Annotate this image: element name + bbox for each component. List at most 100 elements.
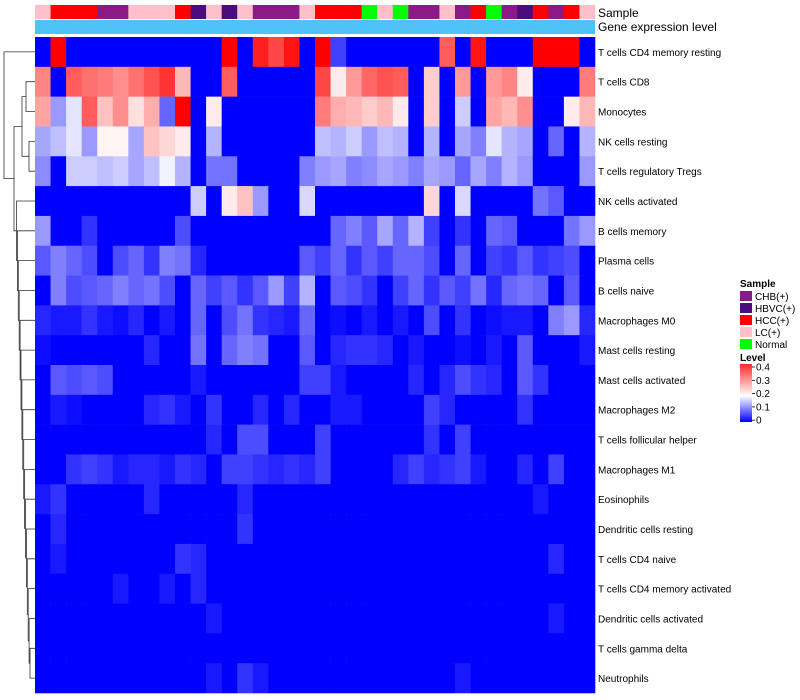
heatmap-cell <box>159 454 176 485</box>
heatmap-cell <box>35 603 51 634</box>
heatmap-cell <box>299 603 316 634</box>
row-label: B cells memory <box>598 227 666 238</box>
heatmap-cell <box>423 186 440 217</box>
heatmap-cell <box>299 215 316 247</box>
heatmap-cell <box>97 37 114 68</box>
heatmap-cell <box>143 633 160 664</box>
dendrogram-branch <box>29 647 35 679</box>
heatmap-cell <box>408 365 425 396</box>
heatmap-cell <box>455 245 471 276</box>
heatmap-cell <box>159 543 176 575</box>
heatmap-cell <box>190 543 207 575</box>
heatmap-cell <box>268 215 285 247</box>
heatmap-cell <box>66 603 82 634</box>
heatmap-cell <box>283 335 300 366</box>
heatmap-cell <box>143 573 160 604</box>
sample-annotation-cell <box>501 5 518 19</box>
heatmap-cell <box>377 245 394 276</box>
heatmap-cell <box>392 543 409 575</box>
heatmap-cell <box>377 335 394 366</box>
heatmap-cell <box>392 424 409 455</box>
heatmap-cell <box>517 514 534 545</box>
heatmap-cell <box>143 424 160 455</box>
heatmap-cell <box>97 424 114 455</box>
heatmap-cell <box>377 126 394 157</box>
heatmap-cell <box>268 335 285 366</box>
heatmap-cell <box>190 573 207 604</box>
heatmap-cell <box>252 454 269 485</box>
heatmap-cell <box>252 663 269 694</box>
heatmap-cell <box>439 365 456 396</box>
heatmap-cell <box>112 484 129 515</box>
heatmap-cell <box>532 156 549 187</box>
heatmap-cell <box>175 215 191 247</box>
heatmap-cell <box>392 245 409 276</box>
row-label: Mast cells activated <box>598 376 685 387</box>
heatmap-cell <box>221 215 238 247</box>
heatmap-cell <box>112 245 129 276</box>
heatmap-cell <box>206 573 222 604</box>
heatmap-cell <box>408 573 425 604</box>
heatmap-cell <box>517 37 534 68</box>
heatmap-cell <box>563 215 580 247</box>
heatmap-cell <box>97 543 114 575</box>
heatmap-cell <box>486 215 502 247</box>
heatmap-cell <box>35 335 51 366</box>
heatmap-cell <box>50 603 67 634</box>
heatmap-cell <box>221 305 238 336</box>
heatmap-cell <box>392 66 409 97</box>
heatmap-cell <box>128 424 145 455</box>
sample-annotation-cell <box>50 5 67 19</box>
heatmap-cell <box>175 454 191 485</box>
heatmap-cell <box>237 186 254 217</box>
heatmap-cell <box>268 603 285 634</box>
heatmap-cell <box>501 543 518 575</box>
heatmap-cell <box>268 365 285 396</box>
heatmap-cell <box>252 275 269 306</box>
heatmap-cell <box>97 603 114 634</box>
heatmap-cell <box>563 454 580 485</box>
expression-level-bar <box>35 20 595 34</box>
heatmap-cell <box>423 156 440 187</box>
heatmap-cell <box>408 275 425 306</box>
heatmap-cell <box>128 514 145 545</box>
sample-annotation-cell <box>486 5 502 19</box>
heatmap-cell <box>81 335 98 366</box>
row-label: T cells follicular helper <box>598 436 697 447</box>
heatmap-cell <box>377 543 394 575</box>
heatmap-cell <box>283 603 300 634</box>
row-label: T cells CD4 naive <box>598 555 677 566</box>
heatmap-cell <box>252 215 269 247</box>
heatmap-cell <box>50 514 67 545</box>
heatmap-cell <box>548 573 565 604</box>
heatmap-cell <box>563 543 580 575</box>
heatmap-cell <box>501 215 518 247</box>
dendrogram-branch <box>13 126 22 232</box>
dendrogram-branch <box>25 498 35 559</box>
heatmap-cell <box>377 66 394 97</box>
heatmap-cell <box>50 365 67 396</box>
heatmap-cell <box>548 96 565 127</box>
heatmap-cell <box>361 245 378 276</box>
heatmap-cell <box>252 245 269 276</box>
heatmap-cell <box>501 335 518 366</box>
heatmap-cell <box>346 126 362 157</box>
heatmap-cell <box>486 663 502 694</box>
heatmap-cell <box>237 66 254 97</box>
heatmap-cell <box>455 663 471 694</box>
heatmap-cell <box>408 245 425 276</box>
heatmap-cell <box>190 663 207 694</box>
heatmap-cell <box>143 66 160 97</box>
heatmap-cell <box>579 37 596 68</box>
colorbar-tick-label: 0 <box>756 416 762 427</box>
heatmap-cell <box>532 514 549 545</box>
heatmap-cell <box>315 573 331 604</box>
heatmap-cell <box>548 305 565 336</box>
heatmap-cell <box>486 186 502 217</box>
heatmap-cell <box>517 603 534 634</box>
heatmap-cell <box>97 245 114 276</box>
heatmap-cell <box>579 633 596 664</box>
heatmap-cell <box>346 424 362 455</box>
row-label: T cells CD8 <box>598 78 650 89</box>
heatmap-cell <box>486 424 502 455</box>
